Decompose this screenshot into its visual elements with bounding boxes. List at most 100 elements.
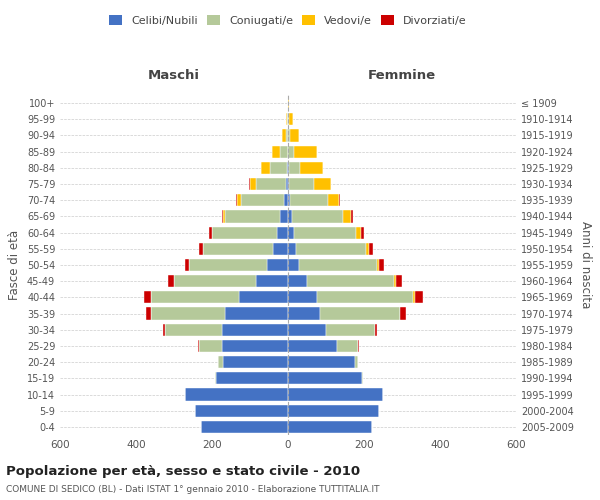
Bar (288, 194, 290, 206)
Bar (288, 388, 383, 400)
Bar (223, 210, 226, 222)
Bar (394, 275, 396, 287)
Bar (200, 421, 288, 433)
Bar (221, 324, 288, 336)
Text: Maschi: Maschi (148, 69, 200, 82)
Bar (288, 97, 289, 109)
Text: COMUNE DI SEDICO (BL) - Dati ISTAT 1° gennaio 2010 - Elaborazione TUTTITALIA.IT: COMUNE DI SEDICO (BL) - Dati ISTAT 1° ge… (6, 485, 380, 494)
Bar (356, 226, 361, 238)
Bar (397, 275, 402, 287)
Bar (185, 259, 189, 271)
Bar (151, 308, 226, 320)
Bar (290, 130, 299, 141)
Bar (413, 292, 415, 304)
Bar (289, 162, 300, 174)
Bar (286, 178, 288, 190)
Bar (288, 178, 289, 190)
Bar (288, 210, 292, 222)
Bar (241, 194, 284, 206)
Bar (288, 421, 371, 433)
Bar (288, 404, 379, 417)
Bar (294, 146, 317, 158)
Bar (288, 242, 296, 255)
Bar (288, 356, 355, 368)
Bar (288, 113, 289, 126)
Bar (203, 242, 273, 255)
Bar (174, 275, 256, 287)
Y-axis label: Anni di nascita: Anni di nascita (579, 222, 592, 308)
Bar (151, 292, 239, 304)
Bar (283, 130, 286, 141)
Bar (288, 162, 289, 174)
Bar (288, 130, 290, 141)
Bar (260, 162, 270, 174)
Bar (284, 194, 288, 206)
Bar (288, 340, 337, 352)
Bar (215, 372, 216, 384)
Bar (369, 242, 373, 255)
Bar (223, 356, 288, 368)
Bar (216, 372, 288, 384)
Bar (256, 275, 288, 287)
Bar (221, 210, 223, 222)
Bar (286, 113, 287, 126)
Bar (273, 242, 288, 255)
Bar (289, 113, 293, 126)
Bar (296, 242, 366, 255)
Bar (209, 226, 212, 238)
Bar (195, 404, 288, 417)
Bar (221, 340, 288, 352)
Bar (143, 292, 151, 304)
Legend: Celibi/Nubili, Coniugati/e, Vedovi/e, Divorziati/e: Celibi/Nubili, Coniugati/e, Vedovi/e, Di… (105, 10, 471, 30)
Bar (272, 146, 280, 158)
Bar (226, 210, 280, 222)
Text: Femmine: Femmine (368, 69, 436, 82)
Bar (289, 146, 294, 158)
Bar (320, 308, 400, 320)
Bar (292, 210, 343, 222)
Bar (289, 178, 314, 190)
Bar (307, 275, 394, 287)
Bar (199, 242, 203, 255)
Bar (290, 194, 328, 206)
Bar (361, 226, 364, 238)
Bar (277, 226, 288, 238)
Bar (287, 113, 288, 126)
Bar (288, 372, 362, 384)
Bar (226, 308, 288, 320)
Bar (250, 178, 256, 190)
Bar (270, 162, 287, 174)
Bar (343, 210, 351, 222)
Bar (288, 292, 317, 304)
Bar (299, 259, 377, 271)
Bar (288, 275, 307, 287)
Bar (185, 388, 288, 400)
Bar (337, 340, 358, 352)
Text: Popolazione per età, sesso e stato civile - 2010: Popolazione per età, sesso e stato civil… (6, 465, 360, 478)
Bar (379, 259, 384, 271)
Bar (288, 324, 326, 336)
Bar (350, 210, 353, 222)
Bar (280, 146, 287, 158)
Bar (355, 356, 358, 368)
Bar (328, 194, 340, 206)
Bar (415, 292, 423, 304)
Bar (164, 324, 221, 336)
Bar (294, 226, 356, 238)
Bar (168, 275, 174, 287)
Bar (198, 340, 199, 352)
Bar (267, 259, 288, 271)
Bar (163, 324, 164, 336)
Bar (314, 178, 331, 190)
Bar (400, 308, 406, 320)
Bar (236, 194, 241, 206)
Bar (287, 162, 288, 174)
Bar (146, 308, 151, 320)
Bar (288, 308, 320, 320)
Bar (239, 292, 288, 304)
Bar (326, 324, 376, 336)
Bar (249, 178, 250, 190)
Bar (362, 372, 363, 384)
Bar (366, 242, 369, 255)
Bar (286, 130, 288, 141)
